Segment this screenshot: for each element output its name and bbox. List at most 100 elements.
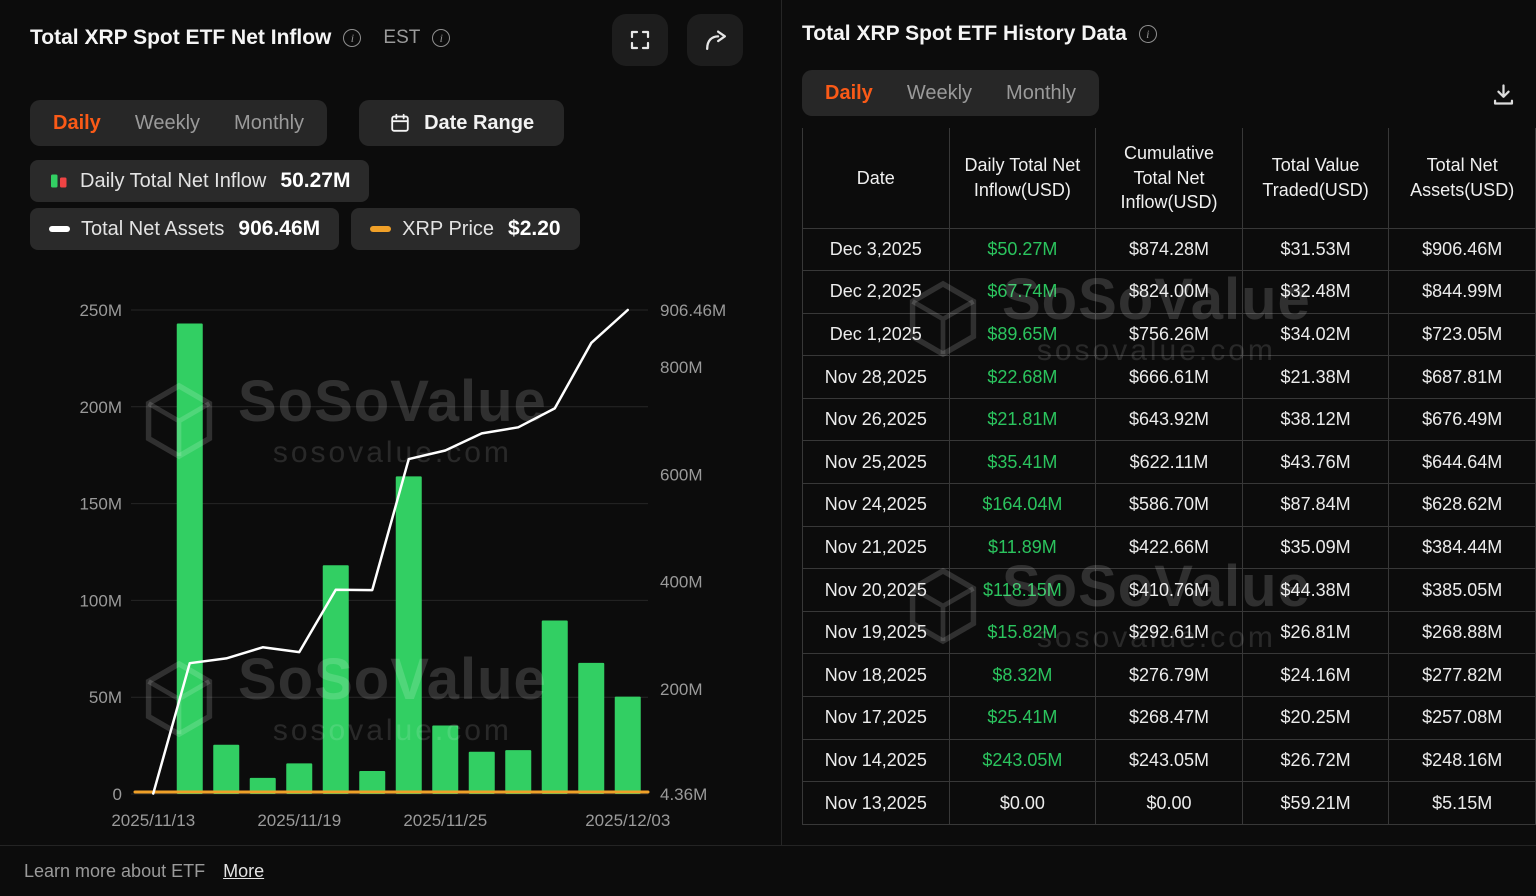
inflow-bar[interactable] [213,744,240,794]
value-cell: $0.00 [1095,781,1243,825]
inflow-bar[interactable] [578,662,605,794]
date-cell: Dec 2,2025 [802,270,950,314]
date-range-button[interactable]: Date Range [359,100,565,146]
right-panel-header: Total XRP Spot ETF History Data [802,22,1157,46]
white-line-icon [49,226,70,232]
legend-daily-net-inflow[interactable]: Daily Total Net Inflow 50.27M [30,160,370,202]
left-period-tabs: Daily Weekly Monthly [30,100,328,146]
table-title: Total XRP Spot ETF History Data [802,22,1127,45]
calendar-icon [391,113,409,132]
column-header: Total Net Assets(USD) [1388,128,1536,229]
value-cell: $276.79M [1095,653,1243,698]
value-cell: $844.99M [1388,270,1536,314]
legend-label: XRP Price [402,217,495,240]
tab-monthly[interactable]: Monthly [989,70,1093,116]
value-cell: $11.89M [948,525,1097,570]
inflow-bar[interactable] [286,763,313,794]
legend-xrp-price[interactable]: XRP Price $2.20 [351,208,580,250]
value-cell: $622.11M [1095,440,1243,485]
date-cell: Nov 14,2025 [802,738,950,783]
date-cell: Nov 17,2025 [802,696,950,740]
date-cell: Nov 28,2025 [802,355,950,399]
value-cell: $20.25M [1241,696,1390,740]
table-row: Nov 25,2025 $35.41M $622.11M $43.76M $644.64… [802,440,1536,485]
info-icon[interactable] [343,29,362,47]
value-cell: $24.16M [1241,653,1390,698]
value-cell: $164.04M [948,483,1097,527]
tab-daily[interactable]: Daily [36,100,118,146]
right-axis-tick: 906.46M [660,301,726,320]
more-link[interactable]: More [223,860,265,881]
value-cell: $248.16M [1388,738,1536,783]
inflow-bar[interactable] [614,696,641,794]
fullscreen-icon [630,30,650,50]
value-cell: $586.70M [1095,483,1243,527]
legend-total-net-assets[interactable]: Total Net Assets 906.46M [30,208,340,250]
legend-value: $2.20 [508,217,561,240]
inflow-bar[interactable] [541,620,568,794]
value-cell: $21.81M [948,397,1097,442]
timezone-label: EST [383,27,421,48]
value-cell: $292.61M [1095,610,1243,655]
left-panel-controls: Daily Weekly Monthly Date Range [30,100,565,146]
fullscreen-button[interactable] [612,14,668,66]
tab-weekly[interactable]: Weekly [118,100,217,146]
tab-weekly[interactable]: Weekly [890,70,989,116]
legend-value: 906.46M [238,217,321,240]
inflow-bar[interactable] [468,751,495,794]
info-icon[interactable] [1138,25,1157,43]
inflow-chart[interactable]: 250M 200M 150M 100M 50M 0 906.46M 800M 600M 400M 2… [0,258,781,845]
date-cell: Nov 13,2025 [802,781,950,825]
value-cell: $25.41M [948,696,1097,740]
learn-more-text: Learn more about ETF [24,860,206,881]
inflow-bar[interactable] [432,725,459,794]
tab-monthly[interactable]: Monthly [217,100,321,146]
value-cell: $676.49M [1388,397,1536,442]
value-cell: $243.05M [948,738,1097,783]
inflow-bar[interactable] [505,750,532,794]
value-cell: $34.02M [1241,312,1390,357]
inflow-bar[interactable] [176,323,203,794]
date-cell: Nov 21,2025 [802,525,950,570]
x-axis-tick: 2025/11/13 [111,811,195,830]
date-cell: Nov 25,2025 [802,440,950,485]
right-axis-tick: 800M [660,358,703,377]
value-cell: $874.28M [1095,227,1243,272]
table-row: Nov 14,2025 $243.05M $243.05M $26.72M $248.1… [802,738,1536,783]
value-cell: $824.00M [1095,270,1243,314]
column-header: Cumulative Total Net Inflow(USD) [1095,128,1243,229]
share-button[interactable] [687,14,743,66]
value-cell: $35.41M [948,440,1097,485]
net-assets-line [152,308,629,795]
value-cell: $22.68M [948,355,1097,399]
value-cell: $31.53M [1241,227,1390,272]
legend-label: Total Net Assets [81,217,225,240]
table-header-row: Date Daily Total Net Inflow(USD) Cumulativ… [802,128,1536,229]
value-cell: $50.27M [948,227,1097,272]
value-cell: $0.00 [948,781,1097,825]
info-icon[interactable] [432,29,451,47]
left-panel-header: Total XRP Spot ETF Net Inflow EST [30,26,451,50]
right-axis-tick: 200M [660,680,703,699]
date-cell: Nov 18,2025 [802,653,950,698]
x-axis-tick: 2025/11/19 [257,811,341,830]
value-cell: $628.62M [1388,483,1536,527]
value-cell: $87.84M [1241,483,1390,527]
value-cell: $67.74M [948,270,1097,314]
date-cell: Dec 3,2025 [802,227,950,272]
inflow-bar[interactable] [322,565,349,794]
inflow-bar[interactable] [395,476,422,794]
download-button[interactable] [1480,74,1526,114]
value-cell: $35.09M [1241,525,1390,570]
table-row: Nov 13,2025 $0.00 $0.00 $59.21M $5.15M [802,781,1536,825]
inflow-bar[interactable] [359,770,386,794]
net-inflow-panel: Total XRP Spot ETF Net Inflow EST Daily … [0,0,781,845]
left-axis-tick: 50M [89,688,122,707]
legend-value: 50.27M [280,169,351,192]
inflow-bar[interactable] [249,777,276,794]
tab-daily[interactable]: Daily [808,70,890,116]
table-row: Dec 2,2025 $67.74M $824.00M $32.48M $844.99M [802,270,1536,314]
legend-label: Daily Total Net Inflow [80,169,267,192]
chart-title: Total XRP Spot ETF Net Inflow [30,26,332,49]
table-row: Nov 18,2025 $8.32M $276.79M $24.16M $277.82M [802,653,1536,698]
